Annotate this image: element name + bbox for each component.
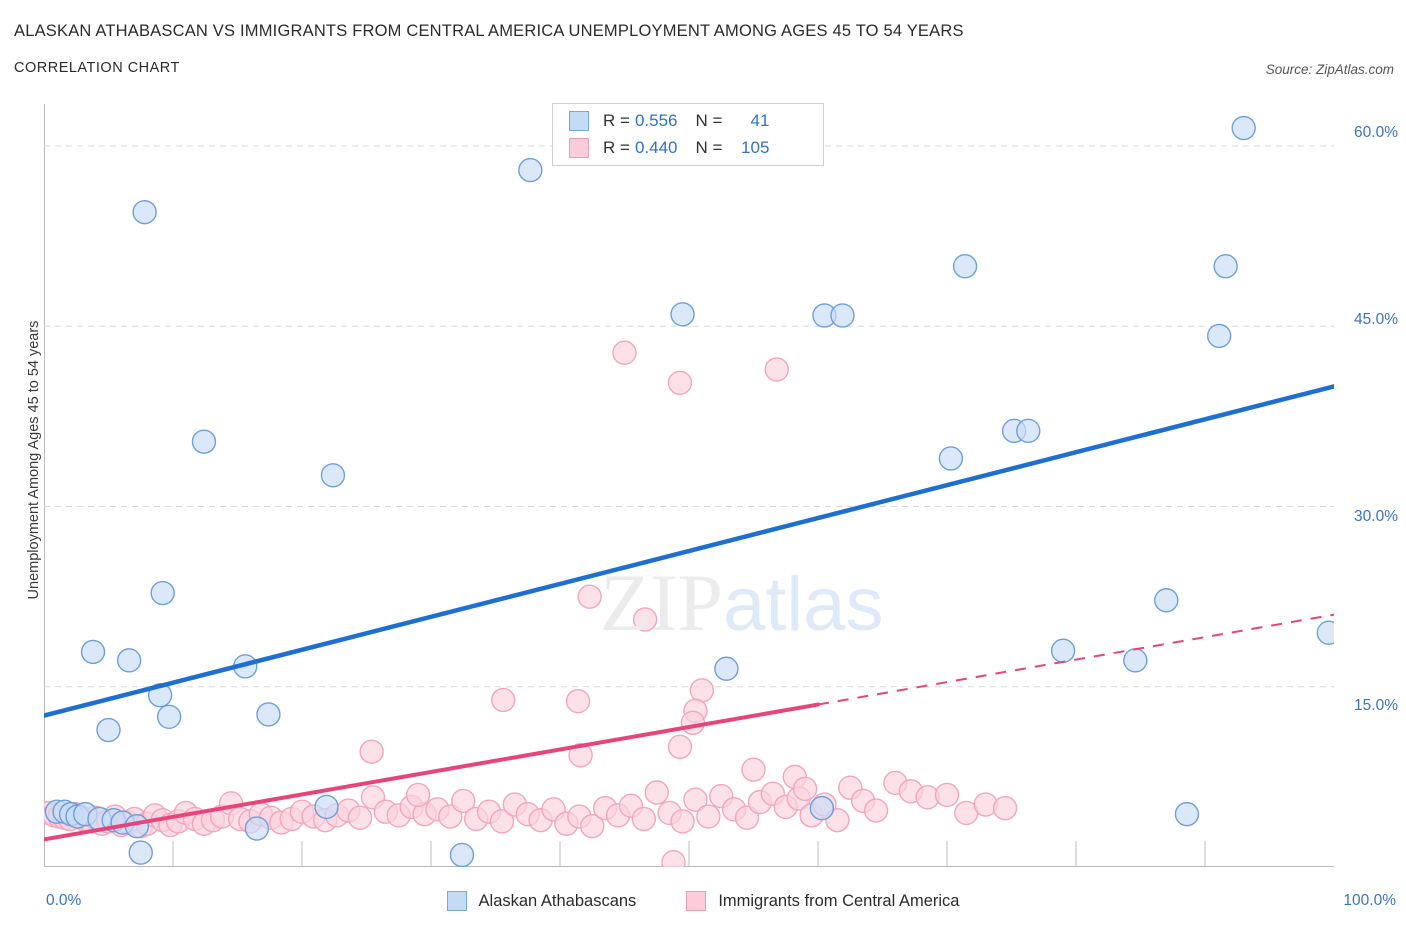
stats-n-value-pink: 105 [741,138,770,157]
y-tick-label-2: 30.0% [1354,508,1398,525]
page-title: ALASKAN ATHABASCAN VS IMMIGRANTS FROM CE… [14,22,964,40]
correlation-stats-box: R = 0.556 N = 41 R = 0.440 N = 105 [552,103,824,166]
x-tick-label-min: 0.0% [46,892,82,909]
y-tick-label-3: 15.0% [1354,697,1398,714]
scatter-plot-area: ZIPatlas [44,104,1334,867]
y-axis-title: Unemployment Among Ages 45 to 54 years [26,320,42,600]
stats-n-label-blue: N = [695,111,723,130]
legend-item-alaskan-athabascans[interactable]: Alaskan Athabascans [446,891,637,911]
x-tick-label-max: 100.0% [1343,892,1396,909]
stats-r-label-pink: R = [603,138,630,157]
plot-canvas [44,104,1334,867]
legend-label-pink: Immigrants from Central America [718,891,960,910]
legend-swatch-pink [686,891,707,911]
stats-row-alaskan-athabascans: R = 0.556 N = 41 [569,108,769,134]
stats-swatch-pink [569,138,589,158]
stats-r-value-pink: 0.440 [634,138,678,157]
stats-swatch-blue [569,111,589,131]
stats-r-value-blue: 0.556 [634,111,678,130]
legend-label-blue: Alaskan Athabascans [478,891,637,910]
series-legend: Alaskan Athabascans Immigrants from Cent… [0,884,1406,918]
source-attribution: Source: ZipAtlas.com [1265,62,1394,77]
stats-r-label-blue: R = [603,111,630,130]
legend-swatch-blue [446,891,467,911]
chart-subtitle: CORRELATION CHART [14,60,180,76]
y-tick-label-0: 60.0% [1354,124,1398,141]
stats-row-immigrants-central-america: R = 0.440 N = 105 [569,135,769,161]
legend-item-immigrants-central-america[interactable]: Immigrants from Central America [686,891,959,911]
stats-n-value-blue: 41 [750,111,770,130]
y-tick-label-1: 45.0% [1354,311,1398,328]
stats-n-label-pink: N = [695,138,723,157]
